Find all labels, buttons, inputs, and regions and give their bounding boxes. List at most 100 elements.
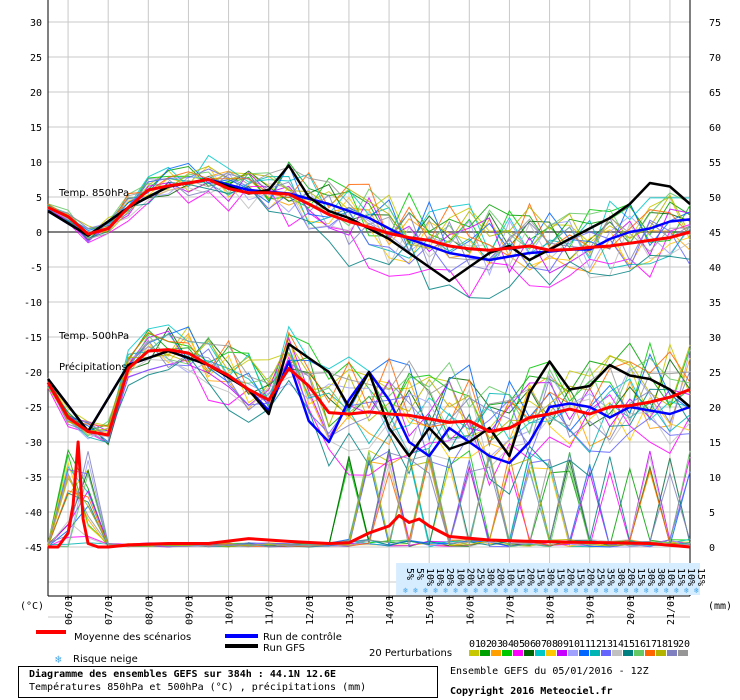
snow-risk-percent: 15% bbox=[514, 568, 525, 586]
perturbation-id: 01 bbox=[469, 639, 481, 650]
snow-risk-percent: 15% bbox=[555, 568, 566, 586]
perturbation-id: 12 bbox=[590, 639, 602, 650]
snow-risk-flake: ❄ bbox=[574, 586, 579, 595]
perturbation-id: 11 bbox=[579, 639, 591, 650]
legend-snow-label: Risque neige bbox=[73, 654, 138, 665]
perturbation-id: 09 bbox=[557, 639, 569, 650]
snow-risk-percent: 20% bbox=[625, 568, 636, 586]
mean-t850-line bbox=[47, 178, 691, 252]
right-tick-label: 35 bbox=[709, 298, 721, 309]
snow-risk-percent: 30% bbox=[645, 568, 656, 586]
chart-title: Diagramme des ensembles GEFS sur 384h : … bbox=[29, 669, 337, 680]
perturbation-swatch bbox=[480, 650, 490, 656]
date-label: 09/01 bbox=[184, 595, 195, 625]
perturbation-swatch bbox=[524, 650, 534, 656]
right-tick-label: 75 bbox=[709, 18, 721, 29]
perturbation-swatch bbox=[678, 650, 688, 656]
left-tick-label: 30 bbox=[30, 18, 42, 29]
date-label: 07/01 bbox=[104, 595, 115, 625]
snow-risk-percent: 35% bbox=[605, 568, 616, 586]
snow-risk-flake: ❄ bbox=[483, 586, 488, 595]
snow-risk-flake: ❄ bbox=[694, 586, 699, 595]
chart-subtitle: Températures 850hPa et 500hPa (°C) , pré… bbox=[29, 682, 367, 693]
perturbation-id: 07 bbox=[535, 639, 547, 650]
right-tick-label: 20 bbox=[709, 403, 721, 414]
right-tick-label: 60 bbox=[709, 123, 721, 134]
mean-precip-line bbox=[48, 440, 691, 549]
right-tick-label: 5 bbox=[709, 508, 715, 519]
legend-control-label: Run de contrôle bbox=[263, 631, 342, 643]
perturbation-swatch bbox=[634, 650, 644, 656]
legend-gfs-label: Run GFS bbox=[263, 643, 305, 654]
pert-500-13 bbox=[47, 345, 691, 469]
perturbation-id: 14 bbox=[612, 639, 624, 650]
perturbation-swatch bbox=[568, 650, 578, 656]
snow-risk-flake: ❄ bbox=[614, 586, 619, 595]
right-tick-label: 70 bbox=[709, 53, 721, 64]
snow-risk-percent: 15% bbox=[675, 568, 686, 586]
snow-risk-flake: ❄ bbox=[604, 586, 609, 595]
perturbation-swatch bbox=[645, 650, 655, 656]
snow-risk-percent: 15% bbox=[575, 568, 586, 586]
snow-risk-flake: ❄ bbox=[523, 586, 528, 595]
snow-risk-flake: ❄ bbox=[503, 586, 508, 595]
pert-500-20 bbox=[47, 334, 691, 438]
pert-500-16 bbox=[47, 334, 691, 437]
annotation-temp-500: Temp. 500hPa bbox=[58, 331, 129, 342]
left-tick-label: -45 bbox=[24, 543, 42, 554]
run-info: Ensemble GEFS du 05/01/2016 - 12Z bbox=[450, 666, 649, 677]
copyright: Copyright 2016 Meteociel.fr bbox=[450, 686, 613, 697]
left-tick-label: -5 bbox=[30, 263, 42, 274]
plot-area bbox=[48, 0, 690, 547]
snow-risk-flake: ❄ bbox=[473, 586, 478, 595]
right-tick-label: 55 bbox=[709, 158, 721, 169]
left-tick-label: -25 bbox=[24, 403, 42, 414]
snow-risk-percent: 20% bbox=[565, 568, 576, 586]
date-label: 10/01 bbox=[225, 595, 236, 625]
snow-risk-flake: ❄ bbox=[423, 586, 428, 595]
snow-risk-percent: 10% bbox=[454, 568, 465, 586]
perturbation-id: 03 bbox=[491, 639, 503, 650]
left-tick-label: -40 bbox=[24, 508, 42, 519]
snow-risk-bar: 5%❄5%❄10%❄10%❄20%❄10%❄20%❄25%❄30%❄20%❄10… bbox=[396, 563, 706, 595]
right-tick-label: 25 bbox=[709, 368, 721, 379]
snow-risk-flake: ❄ bbox=[433, 586, 438, 595]
date-label: 21/01 bbox=[666, 595, 677, 625]
date-label: 17/01 bbox=[505, 595, 516, 625]
snow-risk-percent: 15% bbox=[535, 568, 546, 586]
snow-risk-percent: 25% bbox=[595, 568, 606, 586]
snow-risk-flake: ❄ bbox=[664, 586, 669, 595]
date-label: 13/01 bbox=[345, 595, 356, 625]
snow-risk-flake: ❄ bbox=[644, 586, 649, 595]
pert-850-16 bbox=[47, 171, 691, 253]
snow-risk-percent: 10% bbox=[685, 568, 696, 586]
main-lines bbox=[46, 164, 691, 549]
snow-risk-percent: 20% bbox=[585, 568, 596, 586]
snow-risk-flake: ❄ bbox=[674, 586, 679, 595]
perturbation-id: 02 bbox=[480, 639, 492, 650]
perturbation-id: 18 bbox=[656, 639, 668, 650]
snow-risk-flake: ❄ bbox=[544, 586, 549, 595]
snow-risk-percent: 20% bbox=[444, 568, 455, 586]
snow-risk-flake: ❄ bbox=[403, 586, 408, 595]
pert-850-15 bbox=[47, 181, 691, 299]
date-label: 11/01 bbox=[265, 595, 276, 625]
date-label: 15/01 bbox=[425, 595, 436, 625]
snow-risk-percent: 30% bbox=[484, 568, 495, 586]
perturbation-swatch bbox=[590, 650, 600, 656]
snow-risk-percent: 10% bbox=[424, 568, 435, 586]
snow-risk-percent: 20% bbox=[494, 568, 505, 586]
perturbation-swatch bbox=[623, 650, 633, 656]
snow-risk-percent: 20% bbox=[524, 568, 535, 586]
perturbation-swatch bbox=[513, 650, 523, 656]
snow-risk-percent: 15% bbox=[635, 568, 646, 586]
snow-risk-percent: 10% bbox=[665, 568, 676, 586]
perturbation-id: 04 bbox=[502, 639, 514, 650]
left-tick-label: 0 bbox=[36, 228, 42, 239]
right-tick-label: 30 bbox=[709, 333, 721, 344]
perturbation-swatch bbox=[535, 650, 545, 656]
perturbation-id: 20 bbox=[678, 639, 690, 650]
snow-risk-percent: 20% bbox=[464, 568, 475, 586]
